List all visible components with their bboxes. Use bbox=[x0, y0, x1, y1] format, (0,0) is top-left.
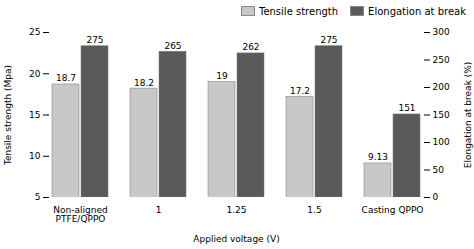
svg-text:5: 5 bbox=[35, 192, 41, 202]
svg-text:9.13: 9.13 bbox=[368, 152, 388, 162]
svg-text:25: 25 bbox=[29, 27, 40, 37]
svg-text:0: 0 bbox=[433, 192, 439, 202]
svg-text:1: 1 bbox=[156, 205, 162, 215]
svg-text:1.5: 1.5 bbox=[307, 205, 321, 215]
svg-text:265: 265 bbox=[164, 41, 181, 51]
svg-text:262: 262 bbox=[242, 42, 259, 52]
svg-text:300: 300 bbox=[433, 27, 450, 37]
svg-text:10: 10 bbox=[29, 151, 41, 161]
svg-text:200: 200 bbox=[433, 82, 450, 92]
svg-text:Non-alignedPTFE/QPPO: Non-alignedPTFE/QPPO bbox=[53, 205, 107, 224]
svg-text:50: 50 bbox=[433, 165, 445, 175]
html-text:Elongation at break: Elongation at break bbox=[368, 5, 466, 17]
svg-text:Elongation at break (%): Elongation at break (%) bbox=[463, 62, 473, 169]
svg-text:20: 20 bbox=[29, 69, 41, 79]
svg-text:19: 19 bbox=[216, 71, 228, 81]
svg-text:151: 151 bbox=[398, 103, 415, 113]
svg-text:1.25: 1.25 bbox=[226, 205, 246, 215]
svg-text:Casting QPPO: Casting QPPO bbox=[362, 205, 424, 215]
html-text:Tensile strength: Tensile strength bbox=[259, 5, 339, 17]
svg-text:18.7: 18.7 bbox=[56, 73, 76, 83]
svg-text:100: 100 bbox=[433, 137, 450, 147]
svg-text:17.2: 17.2 bbox=[290, 86, 310, 96]
svg-text:18.2: 18.2 bbox=[134, 78, 154, 88]
svg-text:Applied voltage (V): Applied voltage (V) bbox=[193, 234, 279, 244]
svg-text:150: 150 bbox=[433, 110, 450, 120]
svg-text:275: 275 bbox=[86, 35, 103, 45]
svg-text:275: 275 bbox=[320, 35, 337, 45]
svg-text:15: 15 bbox=[29, 110, 40, 120]
svg-text:250: 250 bbox=[433, 55, 450, 65]
svg-text:Tensile strength (Mpa): Tensile strength (Mpa) bbox=[3, 65, 13, 166]
